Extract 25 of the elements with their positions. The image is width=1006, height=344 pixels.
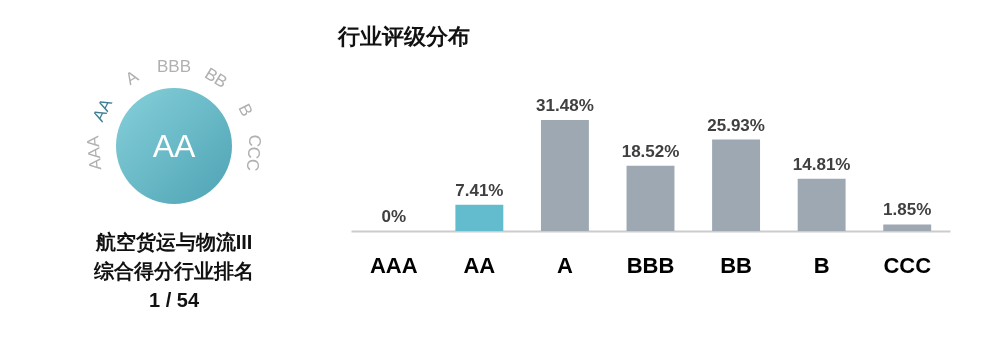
text: 1 / 54: [148, 289, 200, 311]
x-tick-label: BBB: [626, 252, 675, 278]
data-label: 31.48%: [536, 96, 594, 115]
data-label: 14.81%: [792, 154, 851, 174]
category-label: B: [234, 100, 257, 120]
category-label: A: [122, 66, 142, 89]
x-tick-label: BB: [720, 252, 752, 278]
x-tick-label: A: [556, 252, 573, 278]
chart-title: 行业评级分布: [337, 24, 470, 49]
data-label: 7.41%: [455, 180, 504, 200]
category-label: AA: [88, 95, 117, 125]
rating-badge: AA: [116, 88, 232, 204]
text: 航空货运与物流III: [94, 231, 253, 253]
data-label: 18.52%: [621, 141, 680, 161]
data-label: 0%: [381, 207, 407, 226]
x-tick-label: CCC: [883, 252, 932, 278]
category-label: CCC: [242, 133, 265, 173]
x-tick-label: AAA: [369, 252, 418, 278]
data-label: 25.93%: [707, 115, 765, 135]
text: 综合得分行业排名: [93, 260, 254, 282]
category-label: AAA: [83, 135, 106, 171]
data-label: 1.85%: [883, 200, 932, 220]
x-tick-label: AA: [463, 252, 496, 278]
x-tick-label: B: [813, 252, 830, 278]
category-label: BBB: [156, 56, 192, 76]
